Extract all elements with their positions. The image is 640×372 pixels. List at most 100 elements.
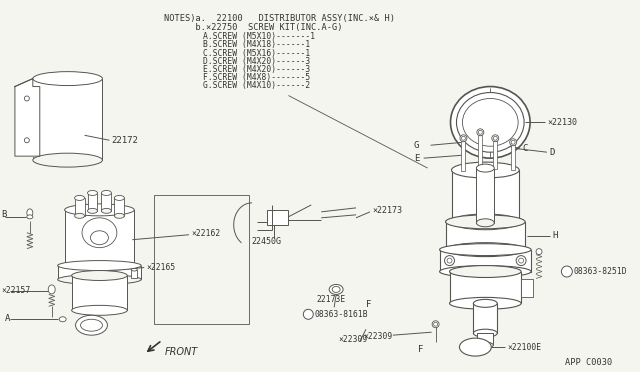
Ellipse shape	[434, 322, 438, 326]
Bar	[101, 193, 111, 211]
Bar	[511, 145, 515, 170]
Ellipse shape	[445, 243, 525, 257]
Text: ×22157: ×22157	[1, 286, 30, 295]
Text: ×22162: ×22162	[191, 229, 220, 238]
Ellipse shape	[477, 342, 493, 348]
Text: F: F	[366, 300, 371, 309]
Text: B.SCREW (M4X18)------1: B.SCREW (M4X18)------1	[164, 41, 310, 49]
Text: H: H	[552, 231, 557, 240]
Ellipse shape	[451, 162, 519, 178]
Ellipse shape	[33, 72, 102, 86]
Bar	[440, 250, 531, 272]
Ellipse shape	[24, 96, 29, 101]
Bar	[33, 78, 102, 160]
Text: ×22173: ×22173	[372, 206, 402, 215]
Ellipse shape	[451, 214, 519, 230]
Ellipse shape	[58, 275, 141, 285]
Ellipse shape	[476, 219, 494, 227]
Text: A: A	[5, 314, 10, 323]
Ellipse shape	[24, 138, 29, 143]
Bar	[266, 210, 289, 225]
Ellipse shape	[509, 139, 516, 146]
Polygon shape	[15, 78, 40, 156]
Bar	[72, 276, 127, 310]
Text: A.SCREW (M5X10)-------1: A.SCREW (M5X10)-------1	[164, 32, 316, 41]
Bar	[88, 193, 97, 211]
Bar	[476, 168, 494, 223]
Text: S: S	[565, 269, 569, 274]
Text: E.SCREW (M4X20)------3: E.SCREW (M4X20)------3	[164, 65, 310, 74]
Ellipse shape	[76, 315, 108, 335]
Ellipse shape	[440, 266, 531, 278]
Ellipse shape	[449, 266, 521, 278]
Ellipse shape	[460, 135, 467, 142]
Text: C: C	[522, 144, 527, 153]
Ellipse shape	[101, 208, 111, 214]
Ellipse shape	[115, 214, 124, 218]
Bar	[58, 266, 141, 279]
Text: S: S	[307, 312, 310, 317]
Ellipse shape	[72, 305, 127, 315]
Text: APP C0030: APP C0030	[565, 357, 612, 366]
Ellipse shape	[456, 93, 524, 152]
Bar	[461, 141, 465, 171]
Ellipse shape	[72, 270, 127, 280]
Bar	[449, 272, 521, 303]
Ellipse shape	[518, 258, 524, 263]
Text: FRONT: FRONT	[165, 347, 198, 357]
Text: F: F	[418, 344, 423, 354]
Text: 22450G: 22450G	[252, 237, 282, 246]
Text: D: D	[549, 148, 554, 157]
Ellipse shape	[460, 338, 492, 356]
Ellipse shape	[432, 321, 439, 328]
Text: ×22309: ×22309	[338, 335, 367, 344]
Ellipse shape	[451, 87, 530, 158]
Ellipse shape	[329, 285, 343, 294]
Ellipse shape	[478, 130, 483, 134]
Text: 22172: 22172	[111, 136, 138, 145]
Ellipse shape	[447, 258, 452, 263]
Ellipse shape	[516, 256, 526, 266]
Text: E: E	[413, 154, 419, 163]
Ellipse shape	[82, 218, 117, 248]
Ellipse shape	[474, 299, 497, 307]
Bar	[477, 333, 493, 345]
Ellipse shape	[461, 136, 465, 140]
Ellipse shape	[449, 297, 521, 310]
Text: B: B	[1, 210, 6, 219]
Ellipse shape	[88, 190, 97, 195]
Text: NOTES)a.  22100   DISTRIBUTOR ASSY(INC.×& H): NOTES)a. 22100 DISTRIBUTOR ASSY(INC.×& H…	[164, 15, 395, 23]
Bar	[451, 170, 519, 222]
Ellipse shape	[88, 208, 97, 214]
Ellipse shape	[58, 261, 141, 270]
Ellipse shape	[476, 164, 494, 172]
Ellipse shape	[27, 209, 33, 217]
Ellipse shape	[81, 319, 102, 331]
Ellipse shape	[131, 268, 137, 271]
Text: ×22100E: ×22100E	[507, 343, 541, 352]
Bar	[521, 279, 533, 297]
Ellipse shape	[493, 136, 497, 140]
Text: ×22309: ×22309	[363, 332, 392, 341]
Text: b.×22750  SCREW KIT(INC.A-G): b.×22750 SCREW KIT(INC.A-G)	[164, 23, 342, 32]
Ellipse shape	[75, 214, 84, 218]
Ellipse shape	[492, 135, 499, 142]
Ellipse shape	[75, 195, 84, 201]
Bar	[493, 141, 497, 169]
Ellipse shape	[48, 285, 55, 294]
Ellipse shape	[445, 256, 454, 266]
Ellipse shape	[59, 317, 66, 322]
Ellipse shape	[332, 286, 340, 292]
Text: ×22130: ×22130	[547, 118, 577, 127]
Text: F.SCREW (M4X8)-------5: F.SCREW (M4X8)-------5	[164, 73, 310, 82]
Ellipse shape	[115, 195, 124, 201]
Text: D.SCREW (M4X20)------3: D.SCREW (M4X20)------3	[164, 57, 310, 66]
Text: 08363-8251D: 08363-8251D	[574, 267, 627, 276]
Bar	[115, 198, 124, 216]
Bar	[75, 198, 84, 216]
Ellipse shape	[474, 329, 497, 337]
Bar	[445, 222, 525, 250]
Ellipse shape	[440, 244, 531, 256]
Text: ×22165: ×22165	[146, 263, 175, 272]
Ellipse shape	[477, 129, 484, 136]
